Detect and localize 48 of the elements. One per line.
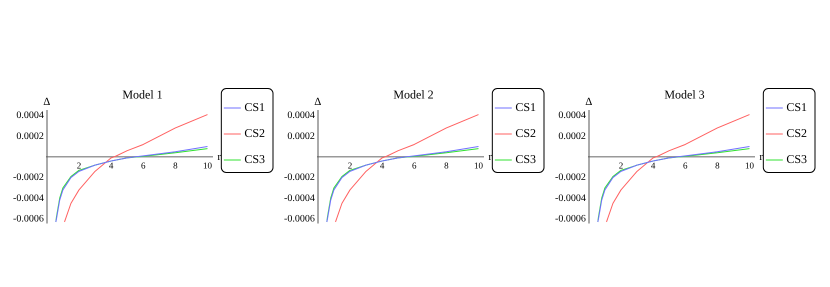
legend-label: CS1 (786, 100, 808, 114)
legend-label: CS3 (515, 152, 536, 166)
x-axis-title: r (217, 150, 222, 163)
y-tick-label: -0.0002 (284, 172, 315, 184)
y-tick-label: -0.0002 (12, 172, 44, 184)
legend-label: CS2 (515, 126, 536, 140)
y-tick-label: 0.0002 (16, 130, 44, 142)
y-tick-label: -0.0006 (554, 213, 586, 224)
y-axis-title: Δ (43, 96, 50, 108)
y-tick-label: -0.0002 (554, 172, 586, 184)
x-axis-title: r (488, 150, 492, 163)
legend-label: CS2 (244, 126, 266, 140)
x-axis-title: r (759, 150, 764, 163)
x-tick-label: 10 (474, 160, 484, 171)
y-tick-label: -0.0004 (12, 192, 44, 204)
x-tick-label: 8 (173, 160, 178, 171)
x-tick-label: 8 (444, 160, 450, 171)
x-tick-label: 4 (380, 160, 385, 171)
y-tick-label: 0.0004 (558, 110, 586, 122)
chart-title: Model 2 (393, 87, 434, 102)
y-tick-label: 0.0004 (16, 110, 44, 122)
x-tick-label: 10 (745, 160, 754, 171)
legend-label: CS3 (786, 152, 808, 166)
x-tick-label: 2 (348, 160, 352, 171)
x-tick-label: 6 (682, 160, 688, 171)
x-tick-label: 4 (108, 160, 114, 171)
chart-title: Model 1 (122, 87, 163, 102)
x-tick-label: 4 (650, 160, 656, 171)
x-tick-label: 6 (140, 160, 146, 171)
y-tick-label: 0.0004 (287, 110, 315, 122)
x-tick-label: 10 (203, 160, 212, 171)
y-tick-label: 0.0002 (287, 130, 315, 142)
x-tick-label: 8 (715, 160, 720, 171)
legend-label: CS1 (244, 100, 266, 114)
x-tick-label: 2 (76, 160, 82, 171)
legend-label: CS3 (244, 152, 266, 166)
x-tick-label: 2 (618, 160, 624, 171)
y-tick-label: -0.0004 (554, 192, 586, 204)
y-axis-title: Δ (585, 96, 592, 108)
legend-label: CS1 (515, 100, 536, 114)
y-axis-title: Δ (314, 96, 322, 108)
y-tick-label: 0.0002 (558, 130, 586, 142)
y-tick-label: -0.0006 (284, 213, 315, 224)
x-tick-label: 6 (412, 160, 417, 171)
y-tick-label: -0.0006 (12, 213, 44, 224)
chart-title: Model 3 (664, 87, 705, 102)
y-tick-label: -0.0004 (284, 192, 315, 204)
legend-label: CS2 (786, 126, 808, 140)
